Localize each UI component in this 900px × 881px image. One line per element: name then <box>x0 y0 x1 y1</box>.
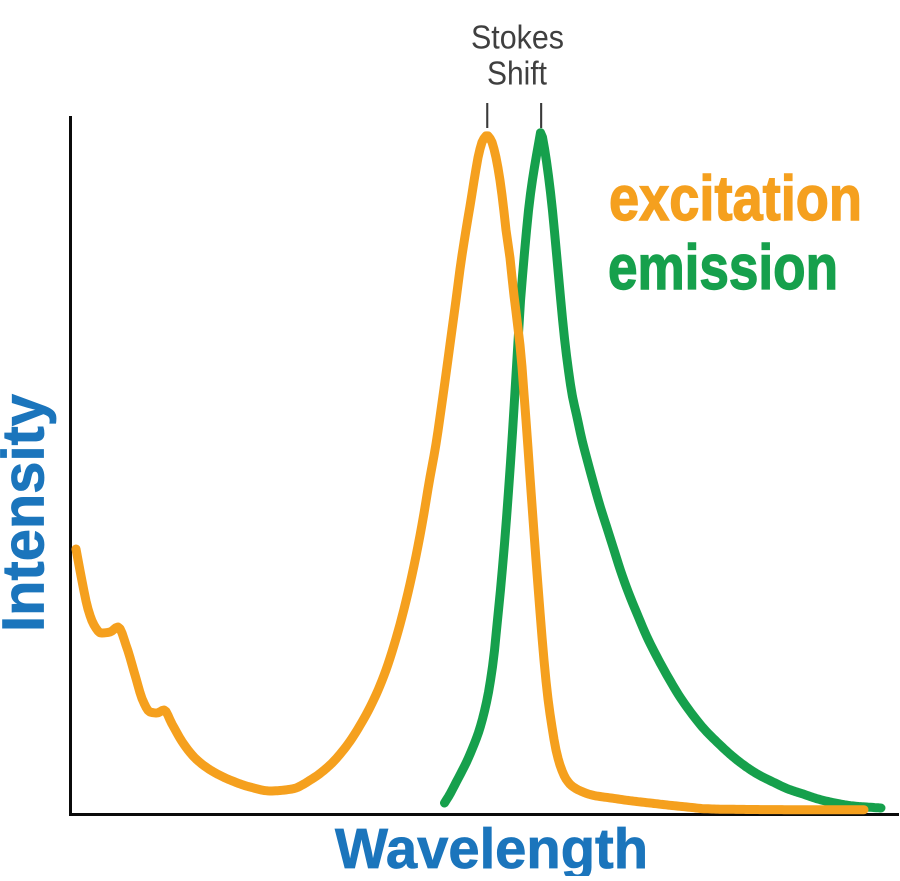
svg-text:Stokes: Stokes <box>471 19 564 56</box>
svg-text:Wavelength: Wavelength <box>335 817 648 876</box>
svg-text:Intensity: Intensity <box>0 394 57 632</box>
svg-text:emission: emission <box>608 233 838 303</box>
svg-text:excitation: excitation <box>609 164 862 234</box>
svg-text:Shift: Shift <box>487 55 547 92</box>
